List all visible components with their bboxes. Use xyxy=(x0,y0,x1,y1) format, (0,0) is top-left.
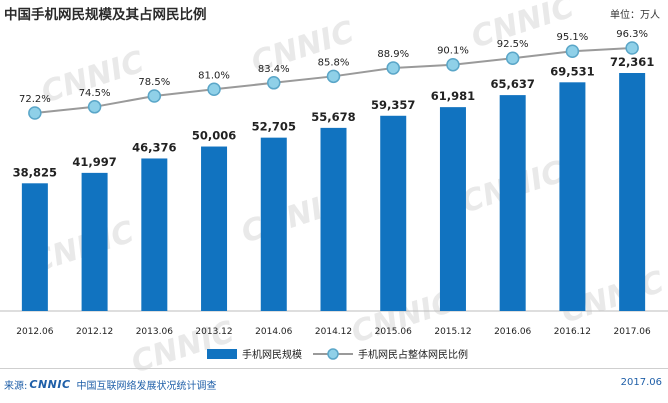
ratio-label: 85.8% xyxy=(318,57,350,68)
x-tick-label: 2013.06 xyxy=(136,327,173,337)
legend-line-marker xyxy=(327,348,339,360)
x-tick-label: 2015.06 xyxy=(375,327,412,337)
x-tick-label: 2017.06 xyxy=(614,327,651,337)
x-tick-label: 2015.12 xyxy=(434,327,471,337)
x-tick-label: 2016.06 xyxy=(494,327,531,337)
x-tick-label: 2014.12 xyxy=(315,327,352,337)
x-tick-label: 2016.12 xyxy=(554,327,591,337)
ratio-label: 83.4% xyxy=(258,64,290,75)
ratio-label: 72.2% xyxy=(19,94,51,105)
source-org: 中国互联网络发展状况统计调查 xyxy=(76,381,217,392)
ratio-label: 95.1% xyxy=(557,32,589,43)
bar-2014.06 xyxy=(260,137,287,311)
x-tick-label: 2014.06 xyxy=(255,327,292,337)
bar-2012.06 xyxy=(21,183,48,311)
ratio-point xyxy=(87,100,102,114)
bar-value-label: 65,637 xyxy=(490,77,534,91)
bar-2013.12 xyxy=(201,146,228,311)
legend-bar-swatch xyxy=(207,349,237,359)
unit-label: 单位：万人 xyxy=(610,10,660,21)
bar-2015.12 xyxy=(439,107,466,311)
bar-value-label: 46,376 xyxy=(132,140,176,154)
bar-value-label: 69,531 xyxy=(550,64,594,78)
bar-2012.12 xyxy=(81,172,108,311)
x-tick-label: 2012.06 xyxy=(16,327,53,337)
footer-divider xyxy=(0,368,668,369)
ratio-point xyxy=(625,41,639,55)
ratio-point xyxy=(386,61,400,75)
ratio-label: 74.5% xyxy=(79,88,111,99)
bar-2016.12 xyxy=(559,82,586,312)
bar-value-label: 41,997 xyxy=(72,155,116,169)
cnnic-logo: CNNIC xyxy=(29,378,71,391)
bar-value-label: 72,361 xyxy=(610,55,654,69)
ratio-point xyxy=(505,51,520,65)
chart-title: 中国手机网民规模及其占网民比例 xyxy=(4,7,207,23)
bar-value-label: 55,678 xyxy=(311,110,355,124)
bar-value-label: 50,006 xyxy=(192,129,236,143)
bar-value-label: 59,357 xyxy=(371,98,415,112)
bar-2014.12 xyxy=(320,127,347,312)
ratio-point xyxy=(326,69,341,84)
x-tick-label: 2013.12 xyxy=(195,327,232,337)
footer-date: 2017.06 xyxy=(620,377,662,388)
ratio-label: 78.5% xyxy=(138,77,170,88)
ratio-label: 90.1% xyxy=(437,46,469,57)
ratio-point xyxy=(28,106,42,120)
bar-value-label: 52,705 xyxy=(252,120,296,134)
ratio-label: 88.9% xyxy=(377,49,409,60)
ratio-point xyxy=(207,82,221,97)
ratio-point xyxy=(267,76,281,90)
ratio-point xyxy=(147,89,162,103)
ratio-point xyxy=(565,44,580,58)
bar-value-label: 61,981 xyxy=(431,89,475,103)
bar-2013.06 xyxy=(141,158,168,311)
legend-line-label: 手机网民占整体网民比例 xyxy=(358,348,468,361)
bar-2015.06 xyxy=(380,115,407,311)
ratio-label: 96.3% xyxy=(616,29,648,40)
legend-bar-label: 手机网民规模 xyxy=(242,348,302,361)
ratio-label: 81.0% xyxy=(198,70,230,81)
ratio-point xyxy=(446,57,460,72)
x-tick-label: 2012.12 xyxy=(76,327,113,337)
bar-2017.06 xyxy=(619,73,646,311)
bar-value-label: 38,825 xyxy=(13,165,57,179)
ratio-label: 92.5% xyxy=(497,39,529,50)
bar-2016.06 xyxy=(499,95,526,312)
source-label: 来源: xyxy=(4,381,28,392)
footer-source: 来源: CNNIC 中国互联网络发展状况统计调查 xyxy=(4,377,217,392)
